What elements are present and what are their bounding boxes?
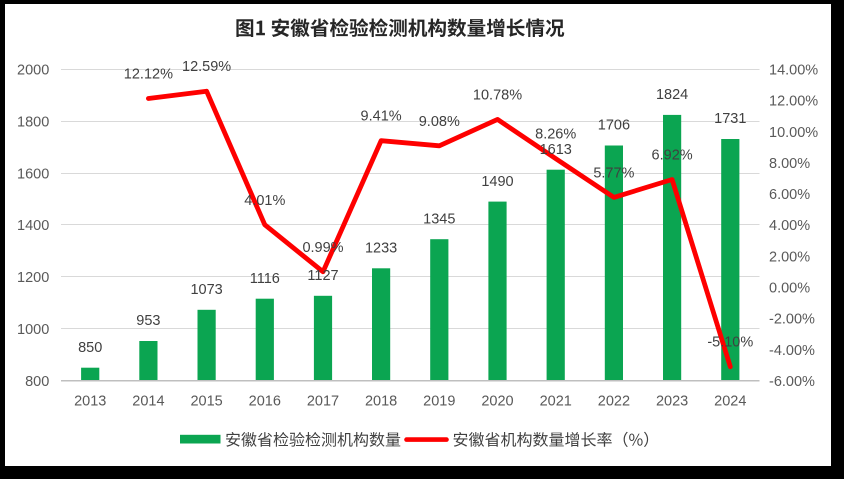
svg-text:1400: 1400 — [17, 218, 49, 234]
svg-text:1731: 1731 — [714, 111, 746, 127]
svg-text:1490: 1490 — [481, 174, 513, 190]
svg-text:800: 800 — [25, 374, 49, 390]
svg-text:12.59%: 12.59% — [182, 59, 231, 75]
svg-text:2000: 2000 — [17, 63, 49, 79]
svg-text:2020: 2020 — [481, 394, 513, 410]
svg-text:-2.00%: -2.00% — [769, 312, 815, 328]
svg-text:1233: 1233 — [365, 241, 397, 257]
svg-text:0.99%: 0.99% — [302, 240, 343, 256]
svg-text:2014: 2014 — [132, 394, 164, 410]
svg-text:4.00%: 4.00% — [769, 218, 810, 234]
svg-text:1800: 1800 — [17, 114, 49, 130]
svg-text:953: 953 — [136, 313, 160, 329]
svg-text:9.41%: 9.41% — [361, 109, 402, 125]
svg-text:2024: 2024 — [714, 394, 746, 410]
svg-text:0.00%: 0.00% — [769, 281, 810, 297]
svg-text:10.00%: 10.00% — [769, 125, 818, 141]
svg-text:8.26%: 8.26% — [535, 127, 576, 143]
svg-text:2022: 2022 — [598, 394, 630, 410]
svg-text:6.00%: 6.00% — [769, 187, 810, 203]
svg-text:-5.10%: -5.10% — [707, 335, 753, 351]
svg-text:850: 850 — [78, 340, 102, 356]
svg-text:1613: 1613 — [540, 142, 572, 158]
svg-text:2016: 2016 — [249, 394, 281, 410]
svg-text:2021: 2021 — [540, 394, 572, 410]
svg-text:14.00%: 14.00% — [769, 63, 818, 79]
svg-text:2019: 2019 — [423, 394, 455, 410]
svg-text:2023: 2023 — [656, 394, 688, 410]
svg-text:1706: 1706 — [598, 118, 630, 134]
svg-text:1200: 1200 — [17, 270, 49, 286]
svg-text:8.00%: 8.00% — [769, 156, 810, 172]
svg-text:10.78%: 10.78% — [473, 87, 522, 103]
svg-text:-6.00%: -6.00% — [769, 374, 815, 390]
svg-text:4.01%: 4.01% — [244, 193, 285, 209]
svg-text:1116: 1116 — [250, 271, 280, 287]
svg-text:1127: 1127 — [307, 268, 338, 284]
svg-text:6.92%: 6.92% — [652, 148, 693, 164]
svg-text:1073: 1073 — [190, 282, 222, 298]
svg-text:2018: 2018 — [365, 394, 397, 410]
svg-text:1000: 1000 — [17, 322, 49, 338]
svg-text:1345: 1345 — [423, 211, 455, 227]
svg-text:2013: 2013 — [74, 394, 106, 410]
svg-text:2.00%: 2.00% — [769, 249, 810, 265]
svg-text:2015: 2015 — [190, 394, 222, 410]
svg-text:12.12%: 12.12% — [124, 67, 173, 83]
svg-text:12.00%: 12.00% — [769, 94, 818, 110]
svg-text:5.77%: 5.77% — [593, 165, 634, 181]
svg-text:-4.00%: -4.00% — [769, 343, 815, 359]
svg-text:9.08%: 9.08% — [419, 114, 460, 130]
svg-text:2017: 2017 — [307, 394, 339, 410]
svg-text:1600: 1600 — [17, 166, 49, 182]
svg-text:1824: 1824 — [656, 87, 688, 103]
